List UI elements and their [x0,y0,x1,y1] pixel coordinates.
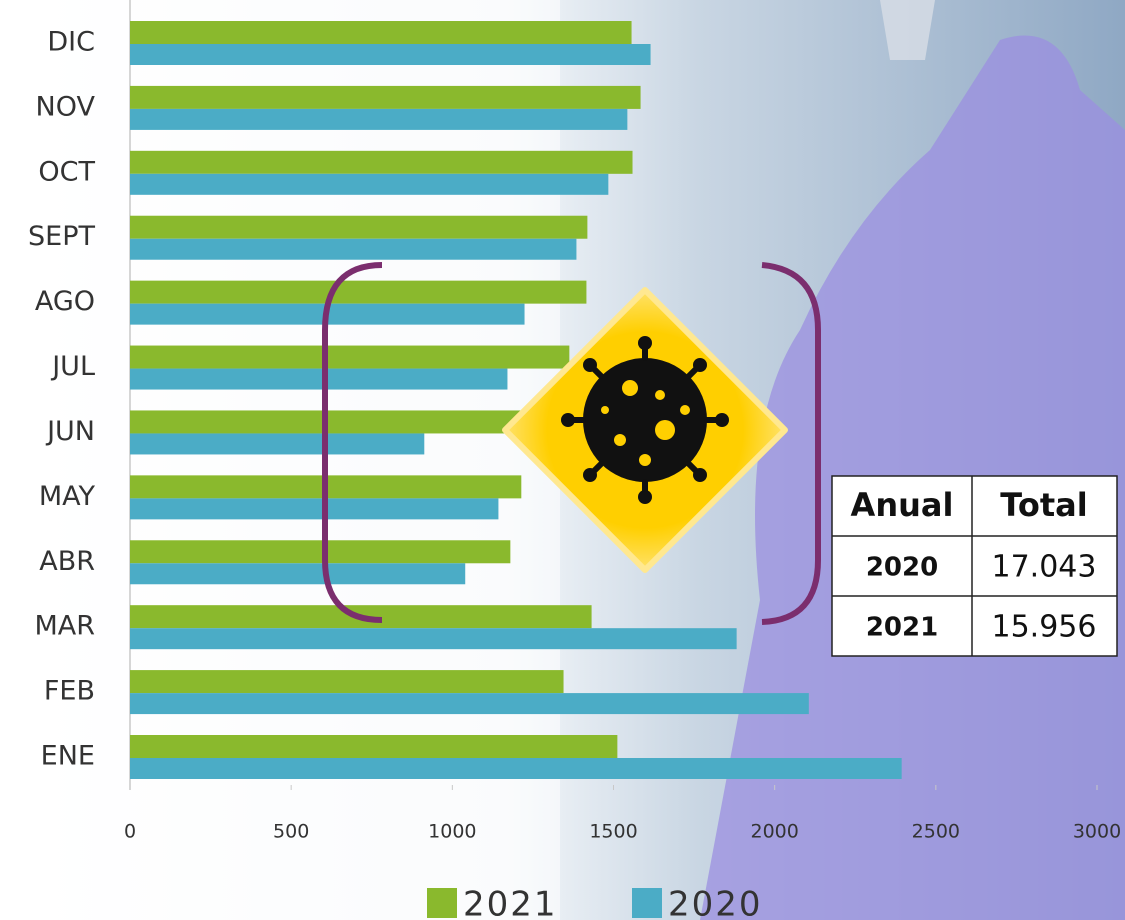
bar [130,628,737,650]
table-cell: 2020 [866,553,938,583]
bar [130,693,809,715]
y-tick-label: AGO [35,286,95,317]
bar [130,215,588,239]
x-tick-label: 0 [124,821,136,843]
legend-swatch [427,888,457,918]
bar [130,368,508,390]
bracket-left [322,262,383,623]
bar [130,410,546,434]
bar [130,563,466,585]
bar [130,735,618,758]
bar [130,498,499,520]
y-tick-label: ENE [41,741,95,772]
bar [130,280,587,304]
bar [130,173,609,195]
bar [130,44,651,65]
x-tick-label: 2000 [750,821,798,843]
x-tick-label: 3000 [1073,821,1121,843]
virus-icon [502,287,788,573]
legend-swatch [632,888,662,918]
plot: 0 500 1000 1500 2000 2500 3000 ENE FEB MAR ABR MAY J… [28,21,1121,843]
x-tick-label: 500 [273,821,309,843]
bar [130,21,632,44]
x-tick-label: 1500 [589,821,637,843]
bar [130,670,564,694]
bar [130,238,577,260]
y-tick-label: ABR [39,546,95,577]
bar [130,345,570,369]
bar [130,108,628,130]
bar [130,540,511,564]
legend: 2021 2020 [427,885,763,920]
vial [880,0,935,60]
bar [130,758,902,779]
table-cell: 17.043 [992,550,1097,585]
fade [0,0,560,920]
x-tick-label: 1000 [428,821,476,843]
summary-table: Anual Total 2020 17.043 2021 15.956 [831,475,1118,657]
table-cell: 2021 [866,613,938,643]
legend-label: 2021 [463,885,558,920]
y-tick-label: JUL [50,351,95,382]
y-tick-label: OCT [38,156,95,187]
y-tick-label: MAY [39,481,96,512]
x-tick-label: 2500 [912,821,960,843]
y-tick-label: FEB [44,676,95,707]
bar [130,150,633,174]
y-tick-label: NOV [36,91,96,122]
bracket-right [761,262,821,625]
y-tick-label: MAR [34,611,95,642]
table-header: Total [1000,486,1087,524]
y-tick-label: DIC [47,27,95,58]
table-header: Anual [851,486,954,524]
bar [130,85,641,109]
legend-label: 2020 [668,885,763,920]
table-cell: 15.956 [992,610,1097,645]
y-tick-label: SEPT [28,221,95,252]
bar [130,433,425,455]
y-tick-label: JUN [45,416,95,447]
